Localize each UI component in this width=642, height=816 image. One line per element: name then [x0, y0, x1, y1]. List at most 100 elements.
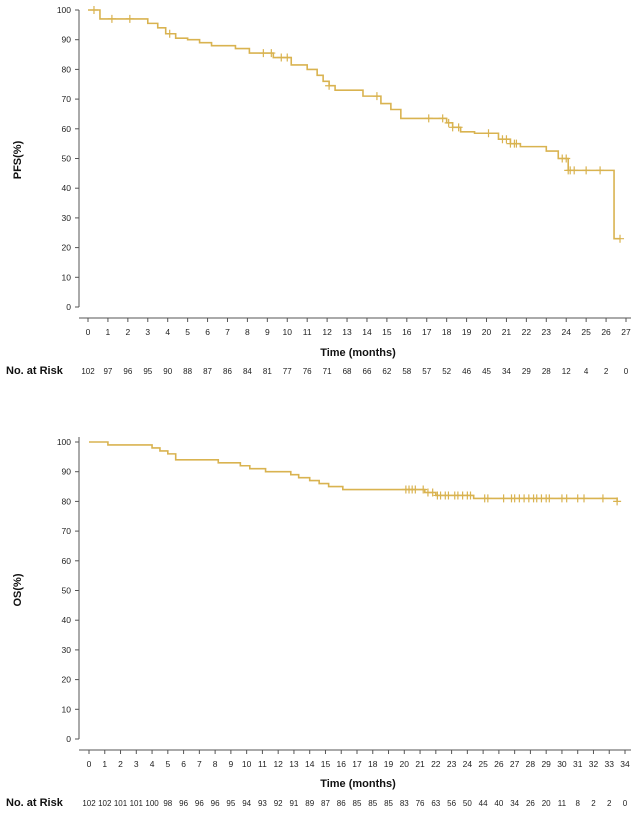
os-risk-value: 93	[258, 799, 267, 808]
os-y-tick-label: 50	[62, 586, 72, 596]
os-risk-value: 101	[130, 799, 144, 808]
pfs-x-tick-label: 1	[106, 327, 111, 337]
os-risk-value: 11	[558, 799, 567, 808]
pfs-x-tick-label: 2	[125, 327, 130, 337]
os-x-tick-label: 26	[494, 759, 504, 769]
os-x-tick-label: 30	[557, 759, 567, 769]
pfs-risk-value: 57	[422, 367, 431, 376]
os-risk-value: 20	[542, 799, 551, 808]
pfs-x-ticks: 0 1 2 3 4 5 6 7 8 9 10 11 12 13 14 15 16 17 18 19 20 21 22 23 24…	[86, 318, 631, 337]
os-x-tick-label: 33	[605, 759, 615, 769]
pfs-risk-value: 95	[143, 367, 152, 376]
pfs-censor-mark	[512, 139, 521, 148]
pfs-risk-value: 28	[542, 367, 551, 376]
pfs-risk-value: 86	[223, 367, 232, 376]
pfs-censor-mark	[259, 49, 268, 58]
os-x-tick-label: 10	[242, 759, 252, 769]
os-x-tick-label: 19	[384, 759, 394, 769]
os-x-tick-label: 11	[258, 759, 267, 769]
pfs-x-tick-label: 23	[542, 327, 552, 337]
pfs-x-tick-label: 14	[362, 327, 372, 337]
os-risk-value: 26	[526, 799, 535, 808]
os-risk-value: 98	[163, 799, 172, 808]
os-x-tick-label: 17	[352, 759, 362, 769]
os-risk-value: 94	[242, 799, 251, 808]
os-x-tick-label: 3	[134, 759, 139, 769]
pfs-y-tick-label: 90	[62, 35, 72, 45]
pfs-x-tick-label: 4	[165, 327, 170, 337]
os-x-tick-label: 25	[478, 759, 488, 769]
os-risk-value: 44	[479, 799, 488, 808]
os-x-tick-label: 5	[165, 759, 170, 769]
os-x-tick-label: 2	[118, 759, 123, 769]
pfs-x-tick-label: 16	[402, 327, 412, 337]
os-risk-value: 100	[145, 799, 159, 808]
pfs-risk-value: 81	[263, 367, 272, 376]
pfs-risk-value: 58	[402, 367, 411, 376]
pfs-y-tick-label: 10	[62, 272, 72, 282]
os-censor-mark	[483, 494, 492, 503]
pfs-risk-value: 76	[303, 367, 312, 376]
pfs-risk-value: 45	[482, 367, 491, 376]
os-risk-value: 101	[114, 799, 128, 808]
os-y-tick-label: 10	[62, 704, 72, 714]
pfs-x-tick-label: 7	[225, 327, 230, 337]
pfs-censor-mark	[267, 49, 276, 58]
pfs-censor-mark	[107, 14, 116, 23]
os-x-tick-label: 18	[368, 759, 378, 769]
pfs-x-tick-label: 17	[422, 327, 432, 337]
os-x-tick-label: 0	[87, 759, 92, 769]
os-risk-value: 86	[337, 799, 346, 808]
pfs-censor-mark	[570, 166, 579, 175]
os-risk-value: 2	[607, 799, 612, 808]
os-risk-value: 89	[305, 799, 314, 808]
pfs-risk-title: No. at Risk	[6, 365, 64, 377]
os-x-tick-label: 4	[150, 759, 155, 769]
pfs-censor-mark	[582, 166, 591, 175]
os-x-tick-label: 7	[197, 759, 202, 769]
os-y-tick-label: 20	[62, 675, 72, 685]
pfs-risk-value: 2	[604, 367, 609, 376]
pfs-y-tick-label: 100	[57, 5, 71, 15]
pfs-censor-mark	[438, 114, 447, 123]
os-x-axis-label: Time (months)	[320, 778, 396, 790]
os-risk-value: 8	[575, 799, 580, 808]
os-x-tick-label: 15	[321, 759, 331, 769]
os-risk-value: 102	[98, 799, 112, 808]
pfs-censor-mark	[484, 129, 493, 138]
os-risk-value: 96	[195, 799, 204, 808]
os-censor-mark	[499, 494, 508, 503]
pfs-x-tick-label: 15	[382, 327, 392, 337]
pfs-censor-mark	[616, 234, 625, 243]
os-censor-mark	[598, 494, 607, 503]
os-x-tick-label: 21	[415, 759, 425, 769]
os-y-axis-label: OS(%)	[12, 573, 24, 606]
pfs-censor-marks	[89, 6, 625, 243]
pfs-risk-row: 102 97 96 95 90 88 87 86 84 81 77 76 71 68 66 62 58 57 52 4…	[81, 367, 628, 376]
os-risk-value: 85	[353, 799, 362, 808]
os-risk-value: 102	[82, 799, 96, 808]
pfs-x-tick-label: 27	[621, 327, 631, 337]
pfs-risk-value: 46	[462, 367, 471, 376]
pfs-risk-value: 71	[323, 367, 332, 376]
os-censor-mark	[411, 485, 420, 494]
os-x-tick-label: 6	[181, 759, 186, 769]
pfs-y-tick-label: 70	[62, 94, 72, 104]
pfs-risk-value: 52	[442, 367, 451, 376]
pfs-y-tick-label: 30	[62, 213, 72, 223]
os-y-tick-label: 60	[62, 556, 72, 566]
os-x-tick-label: 28	[526, 759, 536, 769]
pfs-censor-mark	[325, 81, 334, 90]
pfs-risk-value: 88	[183, 367, 192, 376]
pfs-y-tick-label: 20	[62, 243, 72, 253]
pfs-risk-value: 29	[522, 367, 531, 376]
os-censor-mark	[545, 494, 554, 503]
pfs-risk-value: 62	[382, 367, 391, 376]
os-x-tick-label: 29	[541, 759, 551, 769]
os-risk-title: No. at Risk	[6, 797, 64, 809]
pfs-risk-value: 102	[81, 367, 95, 376]
pfs-x-tick-label: 24	[561, 327, 571, 337]
pfs-x-axis-label: Time (months)	[320, 347, 396, 359]
os-y-tick-label: 30	[62, 645, 72, 655]
pfs-x-tick-label: 3	[145, 327, 150, 337]
